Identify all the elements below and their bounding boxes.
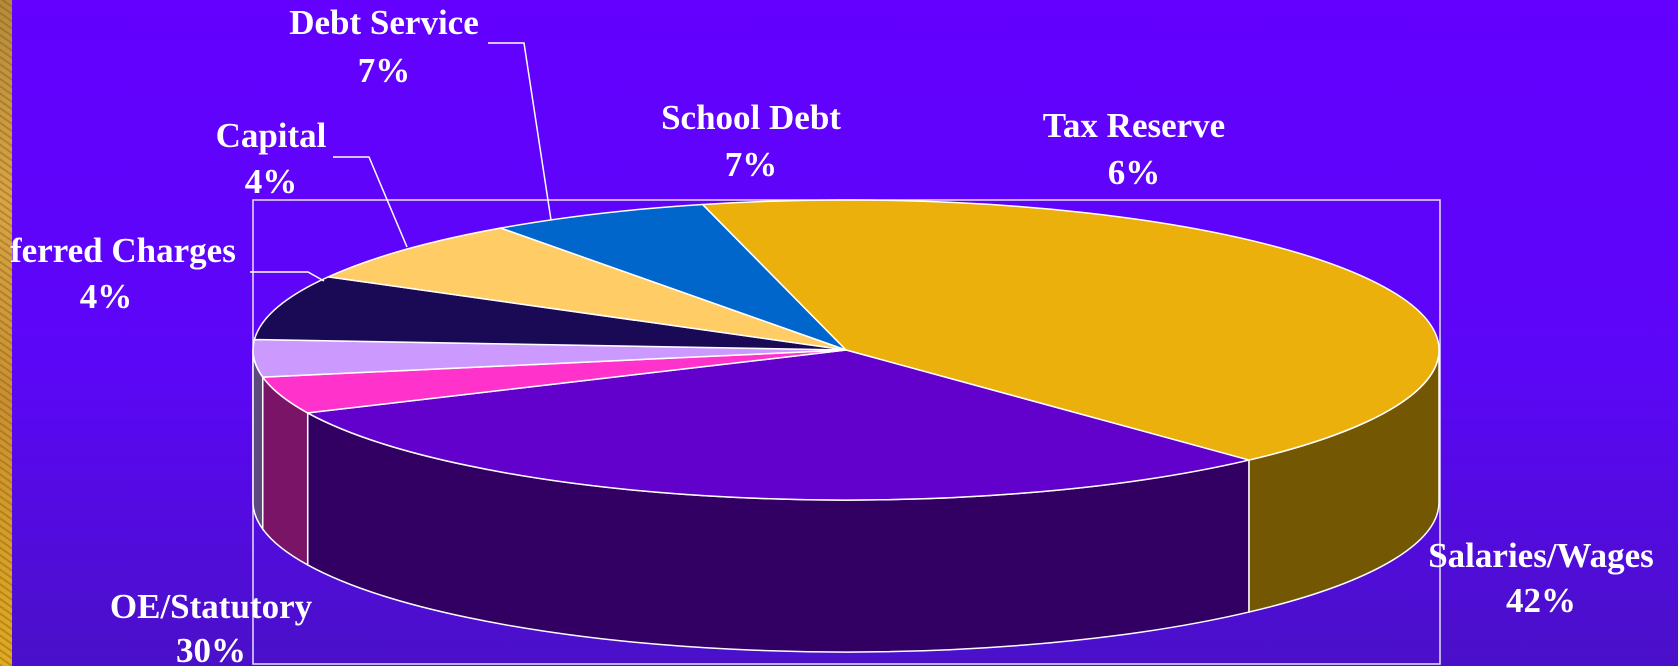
leader-line-deferred-charges (250, 271, 325, 282)
slice-label-oe-statutory: OE/Statutory (110, 587, 313, 626)
pie-slice-tax-reserve (500, 203, 847, 351)
slice-label-deferred-charges: ferred Charges (10, 231, 236, 270)
slice-percent-oe-statutory: 30% (176, 631, 246, 666)
leader-line-capital (333, 156, 408, 248)
slice-label-school-debt: School Debt (661, 98, 841, 137)
slice-label-salaries-wages: Salaries/Wages (1428, 536, 1654, 575)
slice-percent-debt-service: 7% (358, 51, 411, 90)
left-decorative-strip (0, 0, 12, 666)
slice-percent-school-debt: 7% (725, 145, 778, 184)
leader-lines (250, 42, 552, 282)
pie-slice-school-debt (327, 227, 847, 351)
slice-label-capital: Capital (216, 116, 327, 155)
slice-percent-tax-reserve: 6% (1108, 153, 1161, 192)
slice-percent-capital: 4% (245, 162, 298, 201)
slice-percent-deferred-charges: 4% (80, 277, 133, 316)
leader-line-debt-service (488, 42, 552, 221)
pie-side-capital (252, 349, 264, 532)
slice-labels: Salaries/Wages 42% OE/Statutory 30% ferr… (10, 3, 1654, 666)
pie-top-slices (252, 199, 1440, 501)
slice-label-tax-reserve: Tax Reserve (1043, 106, 1225, 145)
slice-label-debt-service: Debt Service (289, 3, 479, 42)
pie-slice-oe-statutory (306, 349, 1250, 501)
pie-slice-salaries-wages (701, 199, 1440, 461)
pie-sides (252, 349, 1440, 653)
slice-percent-salaries-wages: 42% (1506, 581, 1576, 620)
pie-slice-debt-service (253, 276, 847, 351)
